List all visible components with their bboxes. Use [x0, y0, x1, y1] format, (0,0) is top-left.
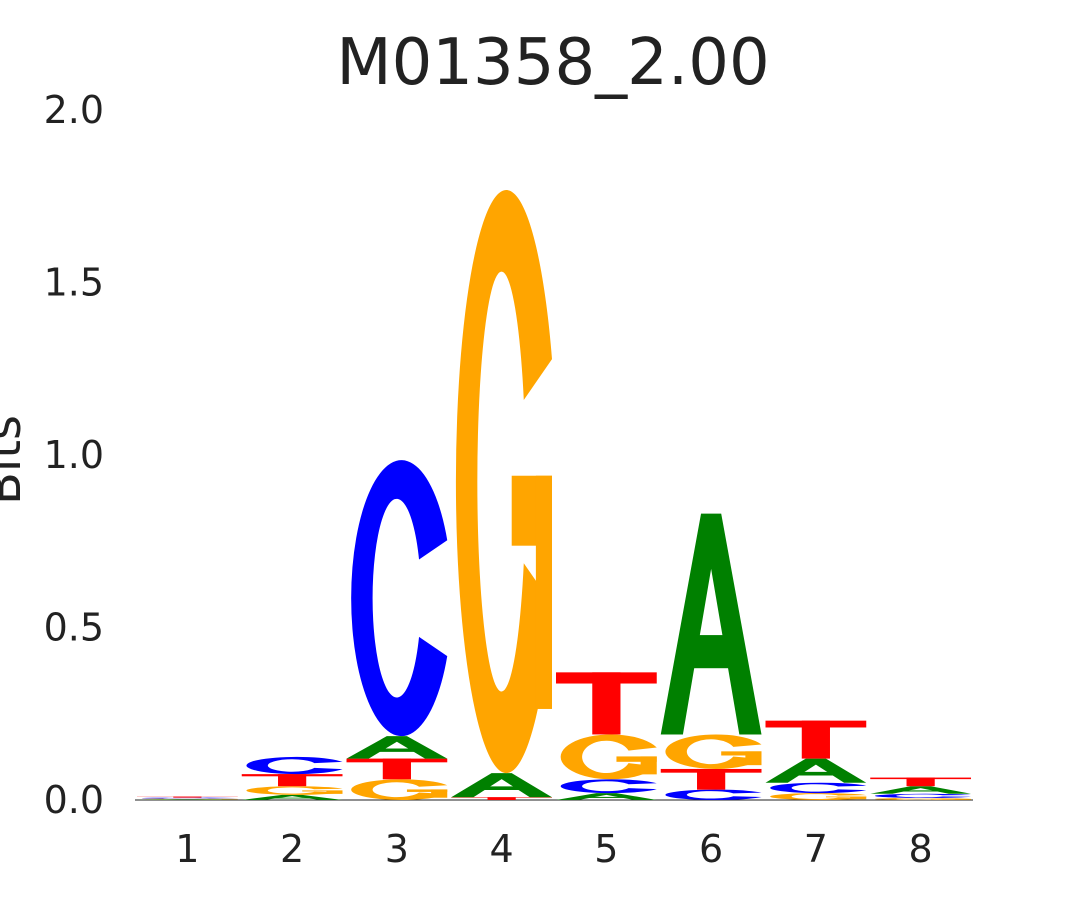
letter-T-pos-3	[346, 758, 448, 780]
chart-title: M01358_2.00	[336, 26, 769, 100]
x-tick-label: 5	[594, 827, 618, 871]
y-tick-label: 1.5	[44, 261, 104, 305]
letter-C-pos-3	[351, 460, 448, 737]
letter-T-pos-8	[870, 777, 971, 787]
x-tick-label: 7	[804, 827, 828, 871]
letter-G-pos-2	[246, 786, 343, 795]
letter-T-pos-7	[765, 720, 867, 759]
letter-T-pos-2	[241, 774, 343, 787]
letter-C-pos-8	[874, 793, 971, 798]
y-tick-label: 0.0	[44, 778, 104, 822]
letter-A-pos-7	[765, 758, 867, 783]
letter-T-pos-4	[451, 797, 552, 800]
y-tick-label: 0.5	[44, 606, 104, 650]
letter-G-pos-6	[665, 734, 762, 769]
letter-A-pos-5	[556, 793, 657, 800]
letter-G-pos-3	[351, 779, 448, 800]
letter-C-pos-7	[770, 782, 867, 794]
letter-A-pos-1	[137, 799, 238, 800]
letter-A-pos-3	[346, 736, 448, 759]
letter-T-pos-6	[660, 768, 762, 790]
x-tick-label: 4	[490, 827, 514, 871]
letter-G-pos-5	[560, 734, 657, 780]
y-tick-label: 1.0	[44, 433, 104, 477]
letter-A-pos-8	[870, 786, 971, 794]
letter-C-pos-5	[560, 779, 657, 794]
x-tick-label: 2	[280, 827, 304, 871]
letter-C-pos-2	[246, 756, 343, 775]
letter-C-pos-6	[665, 789, 762, 800]
x-tick-label: 6	[699, 827, 723, 871]
letter-C-pos-1	[141, 797, 238, 799]
y-axis-label: Bits	[0, 415, 32, 505]
letter-stacks	[137, 190, 971, 800]
letter-A-pos-6	[660, 513, 762, 735]
x-axis-ticks: 1 2 3 4 5 6 7 8	[175, 827, 932, 871]
letter-A-pos-2	[241, 794, 343, 800]
letter-G-pos-7	[770, 793, 867, 800]
letter-T-pos-1	[137, 796, 238, 798]
letter-A-pos-4	[451, 773, 552, 798]
x-tick-label: 8	[909, 827, 933, 871]
y-tick-label: 2.0	[44, 88, 104, 132]
x-tick-label: 3	[385, 827, 409, 871]
letter-G-pos-1	[141, 798, 238, 800]
y-axis-ticks: 0.0 0.5 1.0 1.5 2.0	[44, 88, 104, 822]
letter-T-pos-5	[556, 672, 657, 735]
letter-G-pos-4	[455, 190, 552, 774]
x-tick-label: 1	[175, 827, 199, 871]
letter-G-pos-8	[874, 797, 971, 800]
